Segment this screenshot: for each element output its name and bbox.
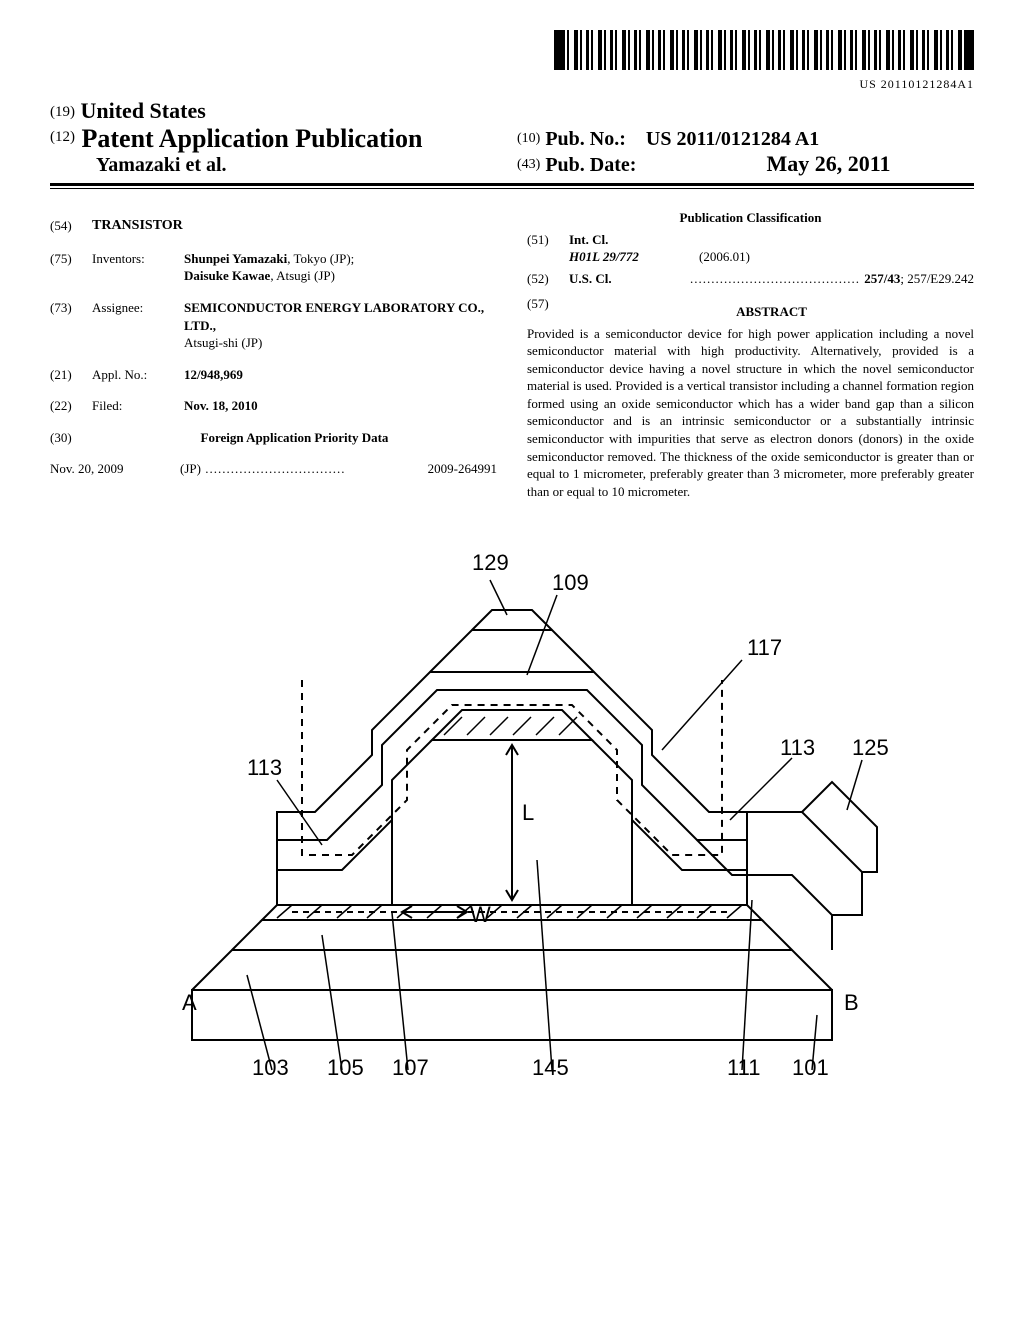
header-right: (10) Pub. No.: US 2011/0121284 A1 (43) P… — [507, 128, 974, 177]
uscl-bold: 257/43 — [864, 271, 900, 286]
title-code: (54) — [50, 217, 92, 236]
country-name: United States — [81, 98, 206, 123]
rule-thin — [50, 188, 974, 189]
label-L: L — [522, 800, 534, 825]
inventor2: Daisuke Kawae — [184, 268, 270, 283]
pub-type-code: (12) — [50, 129, 75, 145]
right-column: Publication Classification (51) Int. Cl.… — [527, 203, 974, 500]
label-117: 117 — [747, 635, 782, 660]
filed-label: Filed: — [92, 397, 184, 415]
label-125: 125 — [852, 735, 889, 760]
pubclass-head: Publication Classification — [527, 209, 974, 227]
uscl-label: U.S. Cl. — [569, 270, 629, 288]
inventors-code: (75) — [50, 250, 92, 285]
fpd-head-row: (30) Foreign Application Priority Data — [50, 429, 497, 447]
authors: Yamazaki et al. — [50, 154, 507, 177]
uscl-rest: ; 257/E29.242 — [900, 271, 974, 286]
page-root: US 20110121284A1 (19) United States (12)… — [0, 0, 1024, 1120]
header: (19) United States (12) Patent Applicati… — [50, 98, 974, 177]
pub-no-line: (10) Pub. No.: US 2011/0121284 A1 — [517, 128, 974, 151]
assignee-label: Assignee: — [92, 299, 184, 352]
abstract-head-row: (57) ABSTRACT — [527, 295, 974, 321]
uscl-value: 257/43; 257/E29.242 — [629, 270, 974, 288]
intcl-code: (51) — [527, 231, 569, 249]
assignee-value: SEMICONDUCTOR ENERGY LABORATORY CO., LTD… — [184, 299, 497, 352]
appl-code: (21) — [50, 366, 92, 384]
filed-value: Nov. 18, 2010 — [184, 397, 497, 415]
left-column: (54) TRANSISTOR (75) Inventors: Shunpei … — [50, 203, 497, 500]
label-W: W — [470, 902, 491, 927]
intcl-class: H01L 29/772 — [569, 248, 699, 266]
appl-row: (21) Appl. No.: 12/948,969 — [50, 366, 497, 384]
label-101: 101 — [792, 1055, 829, 1080]
pubdate-value: May 26, 2011 — [766, 151, 890, 176]
inventors-label: Inventors: — [92, 250, 184, 285]
country-line: (19) United States — [50, 98, 507, 124]
uscl-code: (52) — [527, 270, 569, 288]
inventor1: Shunpei Yamazaki — [184, 251, 287, 266]
assignee-code: (73) — [50, 299, 92, 352]
biblio: (54) TRANSISTOR (75) Inventors: Shunpei … — [50, 203, 974, 500]
label-113a: 113 — [247, 755, 282, 780]
pubdate-code: (43) — [517, 157, 540, 172]
intcl-year: (2006.01) — [699, 248, 750, 266]
inventor1-loc: , Tokyo (JP); — [287, 251, 354, 266]
label-145: 145 — [532, 1055, 569, 1080]
title-row: (54) TRANSISTOR — [50, 217, 497, 236]
label-B: B — [844, 990, 859, 1015]
filed-code: (22) — [50, 397, 92, 415]
appl-label: Appl. No.: — [92, 366, 184, 384]
pub-type-line: (12) Patent Application Publication — [50, 124, 507, 154]
label-103: 103 — [252, 1055, 289, 1080]
uscl-row: (52) U.S. Cl. 257/43; 257/E29.242 — [527, 270, 974, 288]
label-111: 111 — [727, 1055, 760, 1080]
pubno-label: Pub. No.: — [545, 128, 626, 150]
header-left: (19) United States (12) Patent Applicati… — [50, 98, 507, 177]
assignee-row: (73) Assignee: SEMICONDUCTOR ENERGY LABO… — [50, 299, 497, 352]
pub-date-line: (43) Pub. Date: May 26, 2011 — [517, 151, 974, 177]
abstract-head: ABSTRACT — [569, 303, 974, 321]
pubno-value: US 2011/0121284 A1 — [646, 128, 819, 150]
abstract-code: (57) — [527, 295, 569, 321]
pub-type: Patent Application Publication — [82, 124, 423, 153]
label-129: 129 — [472, 550, 509, 575]
intcl-row: (51) Int. Cl. — [527, 231, 974, 249]
fpd-label: Foreign Application Priority Data — [92, 429, 497, 447]
pubdate-label: Pub. Date: — [545, 154, 636, 176]
uscl-dots — [690, 271, 864, 286]
intcl-class-row: H01L 29/772 (2006.01) — [527, 248, 974, 266]
title: TRANSISTOR — [92, 217, 497, 236]
inventor2-loc: , Atsugi (JP) — [270, 268, 335, 283]
barcode-icon — [554, 30, 974, 70]
pubno-code: (10) — [517, 131, 540, 146]
fpd-country-code: (JP) — [180, 461, 201, 476]
label-113b: 113 — [780, 735, 815, 760]
assignee-name: SEMICONDUCTOR ENERGY LABORATORY CO., LTD… — [184, 300, 484, 333]
label-105: 105 — [327, 1055, 364, 1080]
abstract-text: Provided is a semiconductor device for h… — [527, 325, 974, 500]
transistor-diagram: 129 109 117 113 125 113 A B L W 103 105 … — [132, 520, 892, 1080]
intcl-spacer — [527, 248, 569, 266]
inventors-row: (75) Inventors: Shunpei Yamazaki, Tokyo … — [50, 250, 497, 285]
fpd-country: (JP) — [180, 460, 428, 478]
label-107: 107 — [392, 1055, 429, 1080]
barcode-block: US 20110121284A1 — [50, 30, 974, 92]
fpd-dots — [201, 461, 346, 476]
appl-value: 12/948,969 — [184, 366, 497, 384]
fpd-number: 2009-264991 — [428, 460, 497, 478]
intcl-label: Int. Cl. — [569, 231, 629, 249]
country-code: (19) — [50, 104, 75, 120]
figure: 129 109 117 113 125 113 A B L W 103 105 … — [50, 520, 974, 1080]
fpd-data-row: Nov. 20, 2009 (JP) 2009-264991 — [50, 460, 497, 478]
label-109: 109 — [552, 570, 589, 595]
filed-row: (22) Filed: Nov. 18, 2010 — [50, 397, 497, 415]
barcode-number: US 20110121284A1 — [50, 77, 974, 92]
inventors-value: Shunpei Yamazaki, Tokyo (JP); Daisuke Ka… — [184, 250, 497, 285]
rule-thick — [50, 183, 974, 186]
label-A: A — [182, 990, 197, 1015]
fpd-code: (30) — [50, 429, 92, 447]
fpd-date: Nov. 20, 2009 — [50, 460, 180, 478]
assignee-loc: Atsugi-shi (JP) — [184, 335, 262, 350]
